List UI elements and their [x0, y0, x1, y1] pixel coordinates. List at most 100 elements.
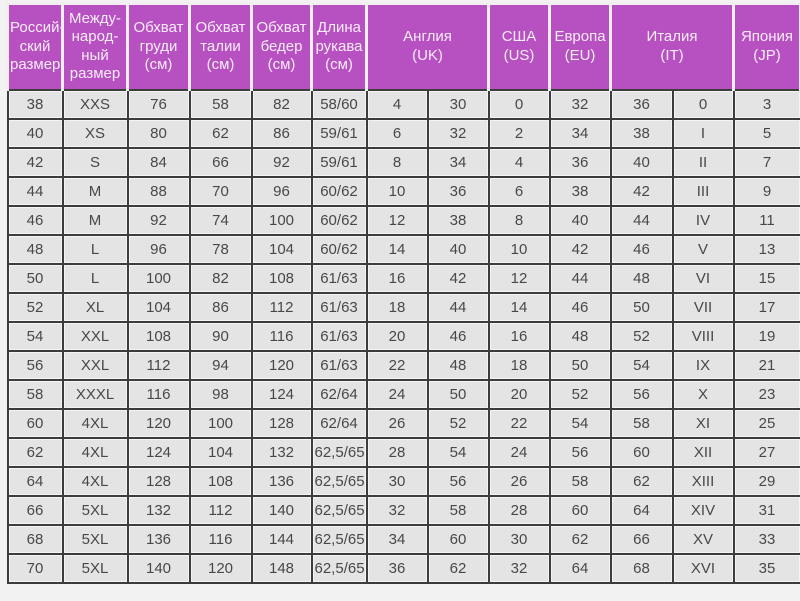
cell: 10 [487, 233, 551, 265]
cell: 50 [6, 262, 64, 294]
cell: 46 [426, 320, 490, 352]
cell: L [61, 233, 129, 265]
cell: XIV [671, 494, 735, 526]
cell: M [61, 175, 129, 207]
cell: 40 [548, 204, 612, 236]
cell: 44 [6, 175, 64, 207]
cell: 26 [487, 465, 551, 497]
cell: 28 [487, 494, 551, 526]
cell: 12 [487, 262, 551, 294]
cell: 108 [126, 320, 191, 352]
cell: 64 [6, 465, 64, 497]
cell: 82 [188, 262, 253, 294]
cell: 46 [548, 291, 612, 323]
cell: 116 [126, 378, 191, 410]
cell: 128 [250, 407, 313, 439]
table-row: 48 L 96 78 104 60/62 14 40 10 42 46 V 13 [6, 233, 800, 265]
cell: 66 [609, 523, 674, 555]
cell: 60/62 [310, 175, 368, 207]
column-header: Италия (IT) [609, 2, 735, 90]
table-row: 40 XS 80 62 86 59/61 6 32 2 34 38 I 5 [6, 117, 800, 149]
column-header: Обхват груди (см) [126, 2, 191, 90]
cell: 10 [365, 175, 429, 207]
column-header: Обхват талии (см) [188, 2, 253, 90]
cell: 50 [426, 378, 490, 410]
cell: 68 [6, 523, 64, 555]
column-header: Обхват бедер (см) [250, 2, 313, 90]
cell: 7 [732, 146, 800, 178]
cell: 80 [126, 117, 191, 149]
cell: 66 [6, 494, 64, 526]
cell: 5XL [61, 494, 129, 526]
cell: 60 [548, 494, 612, 526]
cell: 92 [250, 146, 313, 178]
cell: 48 [548, 320, 612, 352]
cell: 120 [188, 552, 253, 584]
cell: 4 [365, 88, 429, 120]
cell: 30 [487, 523, 551, 555]
cell: 11 [732, 204, 800, 236]
cell: I [671, 117, 735, 149]
cell: 4XL [61, 407, 129, 439]
table-row: 60 4XL 120 100 128 62/64 26 52 22 54 58 XI 25 [6, 407, 800, 439]
cell: 90 [188, 320, 253, 352]
column-header: Длина рукава (см) [310, 2, 368, 90]
cell: 28 [365, 436, 429, 468]
cell: 70 [188, 175, 253, 207]
cell: 46 [609, 233, 674, 265]
cell: 62 [548, 523, 612, 555]
cell: 62,5/65 [310, 465, 368, 497]
cell: 132 [250, 436, 313, 468]
table-row: 70 5XL 140 120 148 62,5/65 36 62 32 64 68 XVI 35 [6, 552, 800, 584]
cell: 74 [188, 204, 253, 236]
cell: XIII [671, 465, 735, 497]
cell: 36 [609, 88, 674, 120]
table-row: 56 XXL 112 94 120 61/63 22 48 18 50 54 IX 21 [6, 349, 800, 381]
table-row: 44 M 88 70 96 60/62 10 36 6 38 42 III 9 [6, 175, 800, 207]
cell: 140 [250, 494, 313, 526]
cell: XL [61, 291, 129, 323]
cell: 140 [126, 552, 191, 584]
cell: 62 [426, 552, 490, 584]
cell: 20 [365, 320, 429, 352]
table-row: 52 XL 104 86 112 61/63 18 44 14 46 50 VII 17 [6, 291, 800, 323]
cell: 116 [188, 523, 253, 555]
cell: 34 [426, 146, 490, 178]
cell: 59/61 [310, 146, 368, 178]
cell: 4 [487, 146, 551, 178]
cell: 104 [188, 436, 253, 468]
cell: 40 [426, 233, 490, 265]
cell: 104 [126, 291, 191, 323]
cell: 61/63 [310, 349, 368, 381]
cell: 38 [609, 117, 674, 149]
cell: 62/64 [310, 378, 368, 410]
cell: 60/62 [310, 233, 368, 265]
cell: 21 [732, 349, 800, 381]
cell: 62,5/65 [310, 523, 368, 555]
cell: 148 [250, 552, 313, 584]
cell: X [671, 378, 735, 410]
cell: 68 [609, 552, 674, 584]
cell: 31 [732, 494, 800, 526]
cell: 18 [365, 291, 429, 323]
cell: 62,5/65 [310, 436, 368, 468]
cell: 58 [6, 378, 64, 410]
cell: 112 [188, 494, 253, 526]
table-row: 46 M 92 74 100 60/62 12 38 8 40 44 IV 11 [6, 204, 800, 236]
cell: 116 [250, 320, 313, 352]
header-row: Россий- ский размер Между- народ- ный раз… [6, 2, 800, 90]
cell: 112 [250, 291, 313, 323]
cell: 2 [487, 117, 551, 149]
cell: 61/63 [310, 262, 368, 294]
cell: 136 [250, 465, 313, 497]
cell: 52 [609, 320, 674, 352]
table-row: 66 5XL 132 112 140 62,5/65 32 58 28 60 64 XIV 31 [6, 494, 800, 526]
cell: 98 [188, 378, 253, 410]
table-row: 68 5XL 136 116 144 62,5/65 34 60 30 62 66 XV 33 [6, 523, 800, 555]
cell: 94 [188, 349, 253, 381]
cell: II [671, 146, 735, 178]
cell: 44 [426, 291, 490, 323]
cell: 70 [6, 552, 64, 584]
cell: 8 [487, 204, 551, 236]
cell: 120 [250, 349, 313, 381]
